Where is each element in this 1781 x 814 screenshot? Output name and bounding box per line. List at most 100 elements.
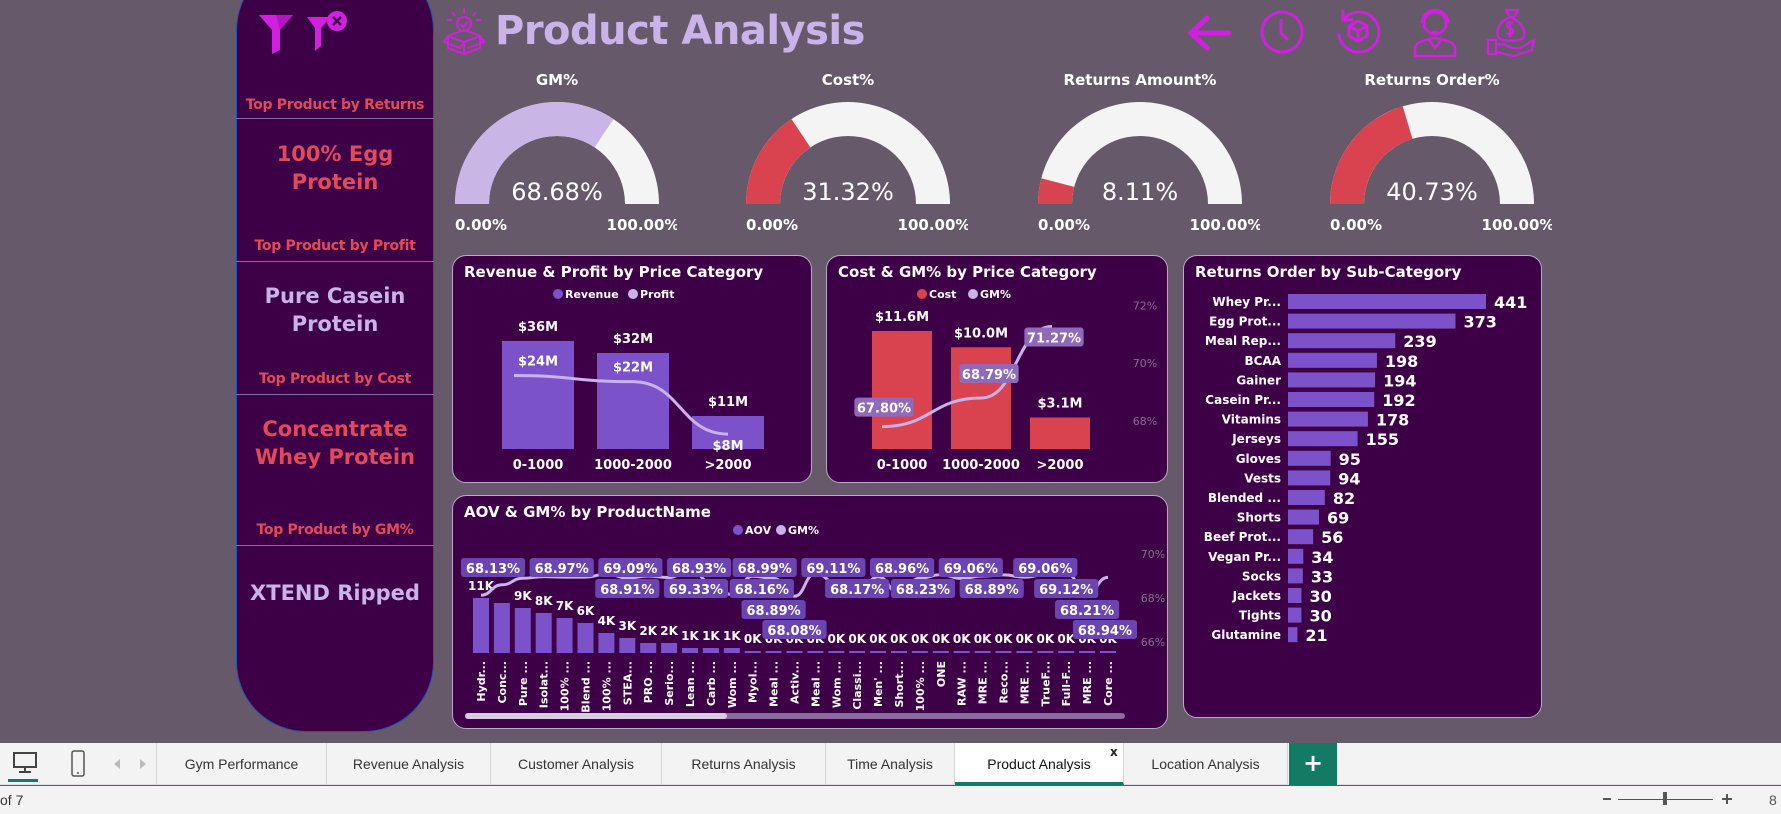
bar[interactable] — [1288, 568, 1303, 584]
kpi-label-returns: Top Product by Returns — [245, 97, 425, 113]
y-tick-label: Vests — [1244, 471, 1281, 485]
bar[interactable] — [1288, 392, 1375, 407]
x-tick-label: 1000-2000 — [942, 458, 1020, 473]
bar[interactable] — [995, 651, 1012, 653]
bar[interactable] — [502, 341, 574, 449]
zoom-slider-thumb[interactable] — [1663, 792, 1667, 805]
bar[interactable] — [1058, 651, 1075, 653]
bar-value-label: 82 — [1333, 489, 1355, 508]
tab-revenue-analysis[interactable]: Revenue Analysis — [327, 743, 491, 785]
bar[interactable] — [1288, 411, 1368, 427]
zoom-out-button[interactable] — [1603, 795, 1611, 803]
y-tick-label: Egg Prot... — [1209, 315, 1281, 329]
bar[interactable] — [702, 648, 719, 653]
cost-gm-svg: Cost GM% $11.6M 0-1000 $10.0M 1000-2000 $3.1M >… — [854, 288, 1157, 473]
add-page-button[interactable]: + — [1289, 743, 1337, 785]
bar[interactable] — [692, 416, 764, 449]
bar[interactable] — [1288, 372, 1376, 388]
bar[interactable] — [514, 608, 531, 653]
bar[interactable] — [786, 651, 803, 653]
bar[interactable] — [1288, 588, 1302, 603]
tab-time-analysis[interactable]: Time Analysis — [826, 743, 955, 785]
bar-value-label: $11.6M — [875, 310, 929, 325]
bar[interactable] — [1288, 313, 1456, 329]
bar[interactable] — [849, 651, 866, 653]
customer-support-icon[interactable] — [1412, 6, 1458, 58]
bar[interactable] — [891, 651, 907, 653]
bar[interactable] — [911, 651, 928, 653]
bar[interactable] — [598, 633, 615, 653]
zoom-in-button[interactable] — [1722, 794, 1732, 804]
bar[interactable] — [1288, 548, 1304, 564]
desktop-view-icon[interactable] — [12, 751, 38, 775]
bar[interactable] — [577, 623, 594, 653]
data-label: 67.80% — [857, 402, 911, 417]
bar[interactable] — [1288, 294, 1486, 309]
gauge-fill — [1330, 106, 1413, 204]
bar[interactable] — [1288, 431, 1358, 447]
tab-product-analysis[interactable]: Product Analysis — [955, 743, 1124, 785]
tab-location-analysis[interactable]: Location Analysis — [1124, 743, 1288, 785]
bar[interactable] — [870, 651, 887, 653]
clock-icon[interactable] — [1258, 8, 1306, 56]
x-tick-label: Isolat... — [538, 661, 551, 708]
tab-customer-analysis[interactable]: Customer Analysis — [491, 743, 662, 785]
bar[interactable] — [493, 603, 510, 653]
bar[interactable] — [1100, 651, 1116, 653]
bar[interactable] — [597, 353, 669, 449]
bar[interactable] — [974, 651, 991, 653]
bar[interactable] — [661, 643, 678, 653]
bar[interactable] — [932, 651, 949, 653]
back-arrow-icon[interactable] — [1185, 12, 1233, 54]
bar[interactable] — [1288, 470, 1331, 486]
bar[interactable] — [765, 651, 782, 653]
bar[interactable] — [1037, 651, 1054, 653]
gauge-track — [1038, 102, 1242, 204]
horizontal-scrollbar[interactable] — [465, 713, 1125, 719]
y-tick-label: Vitamins — [1222, 413, 1281, 427]
box-return-icon[interactable] — [1333, 6, 1383, 56]
bar[interactable] — [1288, 333, 1396, 349]
bar[interactable] — [619, 638, 636, 653]
bar[interactable] — [473, 598, 489, 653]
bar[interactable] — [744, 651, 761, 653]
close-tab-icon[interactable]: x — [1110, 745, 1118, 759]
legend-marker — [733, 525, 743, 535]
bar-value-label: $3.1M — [1037, 396, 1082, 411]
data-label: 68.13% — [466, 562, 520, 577]
bar[interactable] — [640, 643, 657, 653]
bar[interactable] — [682, 648, 698, 653]
next-tab-icon[interactable] — [138, 759, 148, 769]
y-tick-label: Glutamine — [1211, 628, 1281, 642]
scrollbar-thumb[interactable] — [465, 713, 727, 719]
bar-value-label: 94 — [1338, 469, 1360, 488]
tab-returns-analysis[interactable]: Returns Analysis — [662, 743, 826, 785]
bar[interactable] — [1288, 607, 1302, 623]
bar[interactable] — [556, 618, 573, 653]
mobile-view-icon[interactable] — [70, 749, 86, 779]
bar[interactable] — [1079, 651, 1096, 653]
bar[interactable] — [1288, 509, 1319, 525]
x-tick-label: Conc... — [496, 661, 509, 704]
bar[interactable] — [1288, 490, 1325, 505]
bar[interactable] — [807, 651, 824, 653]
bar[interactable] — [1288, 450, 1331, 466]
bar[interactable] — [723, 648, 740, 653]
bar[interactable] — [828, 651, 845, 653]
bar-value-label: 178 — [1376, 411, 1409, 430]
bar[interactable] — [872, 331, 932, 449]
bar[interactable] — [1288, 352, 1377, 368]
clear-filter-icon[interactable] — [305, 9, 351, 55]
tab-gym-performance[interactable]: Gym Performance — [157, 743, 327, 785]
money-bag-hand-icon[interactable] — [1486, 6, 1536, 58]
bar[interactable] — [953, 651, 970, 653]
legend-label: AOV — [745, 524, 772, 537]
bar[interactable] — [1288, 529, 1314, 545]
bar[interactable] — [1030, 417, 1090, 449]
bar[interactable] — [1016, 651, 1033, 653]
bar[interactable] — [1288, 627, 1298, 643]
bar[interactable] — [535, 613, 552, 653]
filter-icon[interactable] — [257, 13, 297, 55]
prev-tab-icon[interactable] — [112, 759, 122, 769]
bar-value-label: 194 — [1383, 371, 1416, 390]
